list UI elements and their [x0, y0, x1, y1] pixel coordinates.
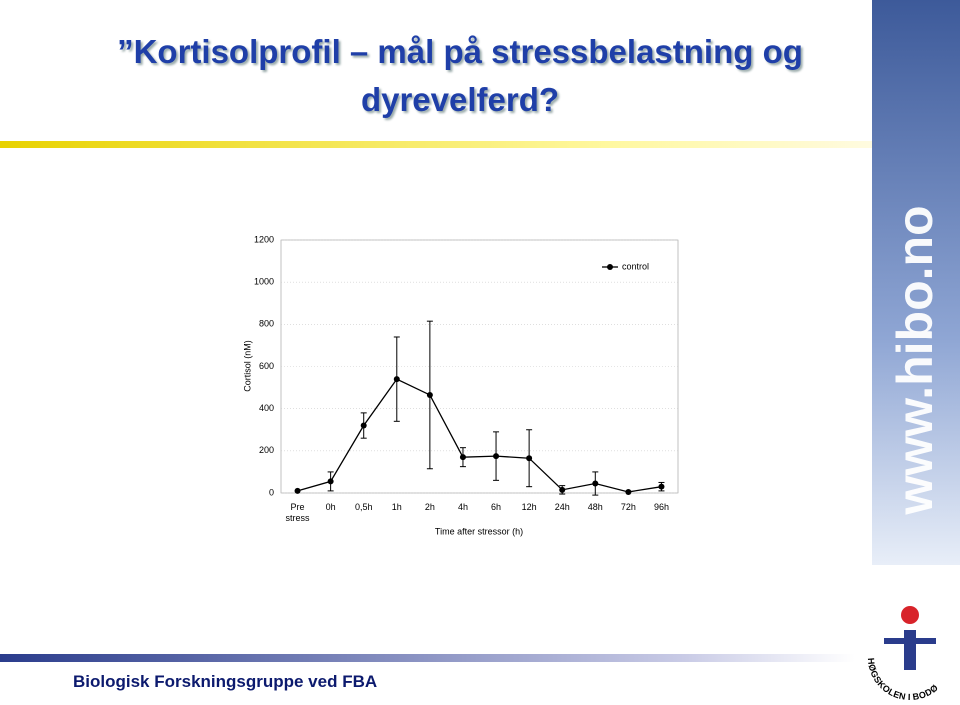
x-tick-label: 2h	[424, 502, 435, 512]
data-point	[459, 454, 466, 461]
x-tick-label: 0h	[325, 502, 336, 512]
footer-rule	[0, 654, 855, 662]
logo-text: HØGSKOLEN I BODØ	[866, 658, 941, 703]
series-line	[297, 378, 662, 493]
data-point	[393, 376, 400, 383]
data-point	[658, 483, 665, 490]
data-point	[493, 453, 500, 460]
y-tick-label: 600	[259, 361, 274, 371]
data-point	[592, 480, 599, 487]
x-tick-label: 96h	[653, 502, 669, 512]
y-tick-label: 200	[259, 445, 274, 455]
data-point	[327, 478, 334, 485]
data-point	[426, 391, 433, 398]
x-axis-label: Time after stressor (h)	[435, 526, 523, 536]
svg-text:HØGSKOLEN I BODØ: HØGSKOLEN I BODØ	[866, 658, 941, 703]
x-tick-label: 72h	[620, 502, 636, 512]
y-tick-label: 0	[269, 487, 274, 497]
x-tick-label: 12h	[521, 502, 537, 512]
x-tick-label: 48h	[587, 502, 603, 512]
data-point	[360, 422, 367, 429]
y-tick-label: 1000	[254, 277, 274, 287]
data-point	[294, 487, 301, 494]
chart: Cortisol (nM) Time after stressor (h) 0 2…	[242, 234, 679, 536]
title-rule	[0, 141, 872, 148]
y-tick-label: 1200	[254, 234, 274, 244]
legend-marker	[607, 264, 613, 270]
data-point	[526, 455, 533, 462]
side-band	[872, 0, 960, 565]
data-point	[625, 488, 632, 495]
x-tick-label: 4h	[457, 502, 468, 512]
data-point	[559, 486, 566, 493]
x-tick-label: 1h	[391, 502, 402, 512]
x-tick-label: 0,5h	[354, 502, 373, 512]
x-tick-label: 24h	[554, 502, 570, 512]
y-tick-label: 800	[259, 319, 274, 329]
footer-text: Biologisk Forskningsgruppe ved FBA	[73, 672, 378, 691]
y-axis-label: Cortisol (nM)	[242, 340, 252, 392]
legend-label: control	[622, 261, 649, 271]
y-tick-label: 400	[259, 403, 274, 413]
slide-title: ”Kortisolprofil – mål på stressbelastnin…	[117, 33, 803, 118]
logo: HØGSKOLEN I BODØ	[866, 606, 941, 703]
x-tick-label: 6h	[491, 502, 502, 512]
x-tick-label: Pre stress	[285, 502, 310, 523]
